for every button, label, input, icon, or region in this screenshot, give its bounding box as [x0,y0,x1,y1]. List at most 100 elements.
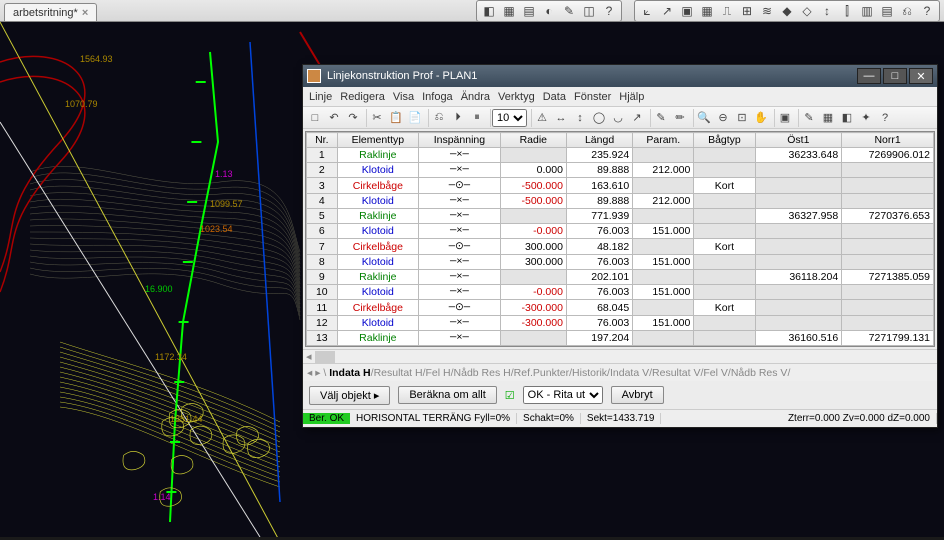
table-cell[interactable]: 151.000 [633,316,694,331]
table-cell[interactable] [755,285,842,300]
table-cell[interactable] [500,148,566,163]
table-cell[interactable] [633,300,694,316]
table-row[interactable]: 13Raklinje─×─197.20436160.5167271799.131 [307,331,934,346]
table-cell[interactable] [755,163,842,178]
table-cell[interactable]: ─×─ [419,194,501,209]
menu-visa[interactable]: Visa [393,91,414,103]
table-cell[interactable]: 235.924 [566,148,632,163]
tool-icon[interactable]: ? [600,2,618,20]
result-tab[interactable]: Ref.Punkter [514,367,569,379]
table-cell[interactable]: 4 [307,194,338,209]
table-row[interactable]: 12Klotoid─×─-300.00076.003151.000 [307,316,934,331]
horizontal-scrollbar[interactable]: ◂ [303,349,937,363]
table-cell[interactable]: ─×─ [419,316,501,331]
table-cell[interactable]: 11 [307,300,338,316]
table-row[interactable]: 11Cirkelbåge─⊙─-300.00068.045Kort [307,300,934,316]
table-cell[interactable] [694,194,755,209]
table-cell[interactable]: -0.000 [500,224,566,239]
table-row[interactable]: 1Raklinje─×─235.92436233.6487269906.012 [307,148,934,163]
tool-icon[interactable]: ▤ [520,2,538,20]
tb-icon[interactable]: ↷ [344,109,362,127]
result-tab[interactable]: Resultat H [374,367,423,379]
tool-icon[interactable]: ↕ [818,2,836,20]
table-cell[interactable]: 76.003 [566,285,632,300]
table-cell[interactable]: ─×─ [419,224,501,239]
table-cell[interactable]: 151.000 [633,285,694,300]
zoom-in-icon[interactable]: 🔍 [695,109,713,127]
table-cell[interactable]: ─×─ [419,255,501,270]
table-cell[interactable] [755,316,842,331]
menu-hjälp[interactable]: Hjälp [619,91,644,103]
close-button[interactable]: ✕ [909,68,933,84]
table-cell[interactable] [755,300,842,316]
table-cell[interactable] [755,194,842,209]
result-tab[interactable]: Indata H [329,367,370,379]
tool-icon[interactable]: ✎ [560,2,578,20]
tool-icon[interactable]: ≋ [758,2,776,20]
tool-icon[interactable]: ⟀ [638,2,656,20]
table-cell[interactable] [842,300,934,316]
table-cell[interactable] [842,285,934,300]
pan-icon[interactable]: ✋ [752,109,770,127]
table-cell[interactable] [633,209,694,224]
tb-icon[interactable]: ✏ [671,109,689,127]
table-cell[interactable]: Klotoid [337,316,419,331]
table-cell[interactable]: 36118.204 [755,270,842,285]
tool-icon[interactable]: ▣ [678,2,696,20]
table-row[interactable]: 6Klotoid─×─-0.00076.003151.000 [307,224,934,239]
tool-icon[interactable]: ? [918,2,936,20]
menu-verktyg[interactable]: Verktyg [498,91,535,103]
table-cell[interactable]: 197.204 [566,331,632,346]
table-cell[interactable] [842,316,934,331]
recalculate-button[interactable]: Beräkna om allt [398,386,496,404]
table-cell[interactable] [842,178,934,194]
tb-icon[interactable]: ◧ [838,109,856,127]
table-row[interactable]: 4Klotoid─×─-500.00089.888212.000 [307,194,934,209]
table-cell[interactable]: Kort [694,239,755,255]
dialog-titlebar[interactable]: Linjekonstruktion Prof - PLAN1 — □ ✕ [303,65,937,87]
table-cell[interactable] [755,178,842,194]
table-cell[interactable]: 151.000 [633,224,694,239]
menu-fönster[interactable]: Fönster [574,91,611,103]
table-cell[interactable]: 8 [307,255,338,270]
table-cell[interactable] [755,239,842,255]
menu-redigera[interactable]: Redigera [340,91,385,103]
table-cell[interactable] [694,285,755,300]
result-tab[interactable]: Fel H [426,367,451,379]
tb-icon[interactable]: ↔ [552,109,570,127]
tool-icon[interactable]: ◫ [580,2,598,20]
table-cell[interactable]: Kort [694,178,755,194]
tb-icon[interactable]: ↕ [571,109,589,127]
result-tab[interactable]: Nådb Res H [454,367,511,379]
close-tab-icon[interactable]: × [82,7,88,19]
table-cell[interactable]: ─×─ [419,209,501,224]
table-cell[interactable]: 7 [307,239,338,255]
table-cell[interactable]: 771.939 [566,209,632,224]
table-cell[interactable]: 10 [307,285,338,300]
table-cell[interactable] [694,255,755,270]
result-tab[interactable]: Resultat V [652,367,700,379]
table-cell[interactable]: 212.000 [633,163,694,178]
column-header[interactable]: Radie [500,133,566,148]
menu-infoga[interactable]: Infoga [422,91,453,103]
table-cell[interactable]: 1 [307,148,338,163]
table-cell[interactable]: 36160.516 [755,331,842,346]
tb-icon[interactable]: ✂ [368,109,386,127]
table-cell[interactable]: Klotoid [337,194,419,209]
count-combo[interactable]: 10 [492,109,527,127]
tb-icon[interactable]: ▣ [776,109,794,127]
column-header[interactable]: Längd [566,133,632,148]
tb-icon[interactable]: ⏸ [468,109,486,127]
tool-icon[interactable]: ▥ [858,2,876,20]
table-row[interactable]: 5Raklinje─×─771.93936327.9587270376.653 [307,209,934,224]
table-cell[interactable]: Raklinje [337,270,419,285]
tool-icon[interactable]: ▦ [698,2,716,20]
table-cell[interactable]: Klotoid [337,163,419,178]
table-row[interactable]: 10Klotoid─×─-0.00076.003151.000 [307,285,934,300]
table-cell[interactable]: 202.101 [566,270,632,285]
tb-icon[interactable]: 📄 [406,109,424,127]
table-cell[interactable]: 7271799.131 [842,331,934,346]
table-cell[interactable]: -0.000 [500,285,566,300]
column-header[interactable]: Elementtyp [337,133,419,148]
document-tab[interactable]: arbetsritning* × [4,3,97,21]
